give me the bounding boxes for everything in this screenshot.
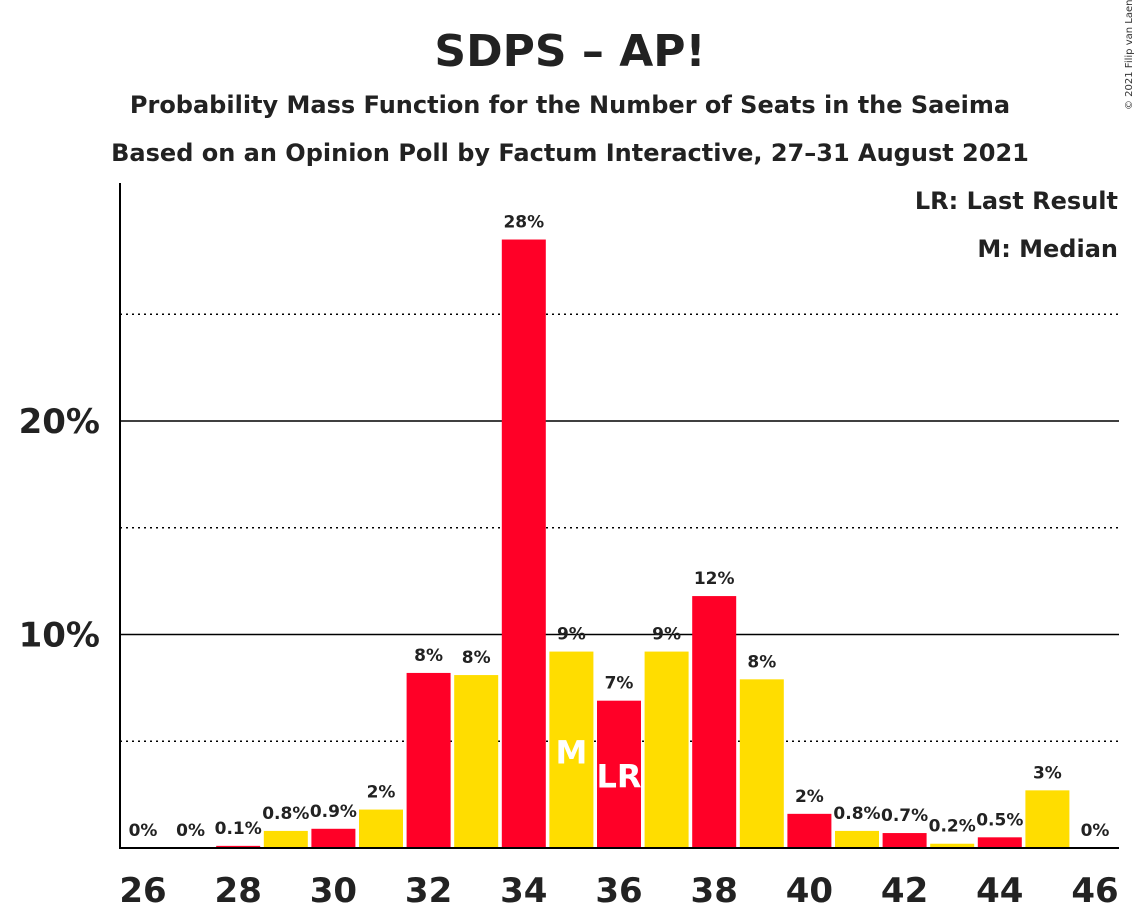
x-axis-ticks: 26 28 30 32 34 36 38 40 42 44 46 [119, 871, 1118, 911]
bar-44 [977, 837, 1022, 848]
bar-45 [1025, 790, 1070, 848]
x-tick-label-28: 28 [215, 871, 262, 911]
y-axis-ticks: 10% 20% [19, 402, 100, 656]
bar-label-34: 28% [503, 213, 544, 233]
x-tick-label-26: 26 [119, 871, 166, 911]
bar-label-43: 0.2% [929, 817, 976, 837]
bar-labels: 0% 0% 0.1%0.8% 0.9%2%8% 8%28%9%7%9%12%8%2%0.… [129, 213, 1110, 841]
bar-39 [739, 679, 784, 848]
bar-30 [311, 828, 356, 848]
x-tick-label-40: 40 [786, 871, 833, 911]
bar-label-27: 0% [176, 821, 205, 841]
bar-label-37: 9% [652, 625, 681, 645]
chart-subtitle-1: Probability Mass Function for the Number… [130, 91, 1010, 119]
bar-40 [787, 813, 832, 848]
bar-label-44: 0.5% [976, 810, 1023, 830]
bar-label-29: 0.8% [262, 804, 309, 824]
x-tick-label-46: 46 [1071, 871, 1118, 911]
bar-label-41: 0.8% [833, 804, 880, 824]
last-result-marker: LR [596, 758, 641, 796]
bar-29 [263, 830, 308, 848]
median-marker: M [555, 734, 587, 772]
chart-subtitle-2: Based on an Opinion Poll by Factum Inter… [111, 139, 1029, 167]
bar-35 [549, 651, 594, 848]
legend-last-result: LR: Last Result [915, 187, 1118, 215]
bar-33 [454, 675, 499, 848]
bar-34 [501, 239, 546, 848]
bar-43 [930, 843, 975, 848]
y-tick-label-10: 10% [19, 616, 100, 656]
y-tick-label-20: 20% [19, 402, 100, 442]
bar-36 [597, 700, 641, 848]
bar-label-36: 7% [605, 674, 634, 694]
bar-label-40: 2% [795, 787, 824, 807]
bar-42 [882, 833, 927, 848]
bar-32 [406, 672, 451, 848]
x-tick-label-34: 34 [500, 871, 547, 911]
bar-label-31: 2% [367, 783, 396, 803]
bar-label-39: 8% [747, 652, 776, 672]
bar-label-30: 0.9% [310, 802, 357, 822]
x-tick-label-38: 38 [691, 871, 738, 911]
bar-label-28: 0.1% [215, 819, 262, 839]
bar-31 [359, 809, 403, 848]
chart-title: SDPS – AP! [434, 26, 705, 77]
x-tick-label-36: 36 [595, 871, 642, 911]
x-tick-label-30: 30 [310, 871, 357, 911]
bars [216, 239, 1070, 848]
bar-38 [692, 596, 737, 848]
x-tick-label-32: 32 [405, 871, 452, 911]
x-tick-label-44: 44 [976, 871, 1023, 911]
bar-label-38: 12% [694, 569, 735, 589]
bar-label-42: 0.7% [881, 806, 928, 826]
bar-label-46: 0% [1081, 821, 1110, 841]
bar-label-45: 3% [1033, 763, 1062, 783]
x-tick-label-42: 42 [881, 871, 928, 911]
bar-label-26: 0% [129, 821, 158, 841]
bar-label-32: 8% [414, 646, 443, 666]
bar-41 [835, 830, 879, 848]
bar-label-33: 8% [462, 648, 491, 668]
bar-28 [216, 845, 261, 848]
bar-label-35: 9% [557, 625, 586, 645]
bar-37 [644, 651, 689, 848]
legend-median: M: Median [977, 235, 1118, 263]
markers: MLR [555, 734, 641, 796]
copyright-credit: © 2021 Filip van Laenen [1124, 0, 1135, 110]
